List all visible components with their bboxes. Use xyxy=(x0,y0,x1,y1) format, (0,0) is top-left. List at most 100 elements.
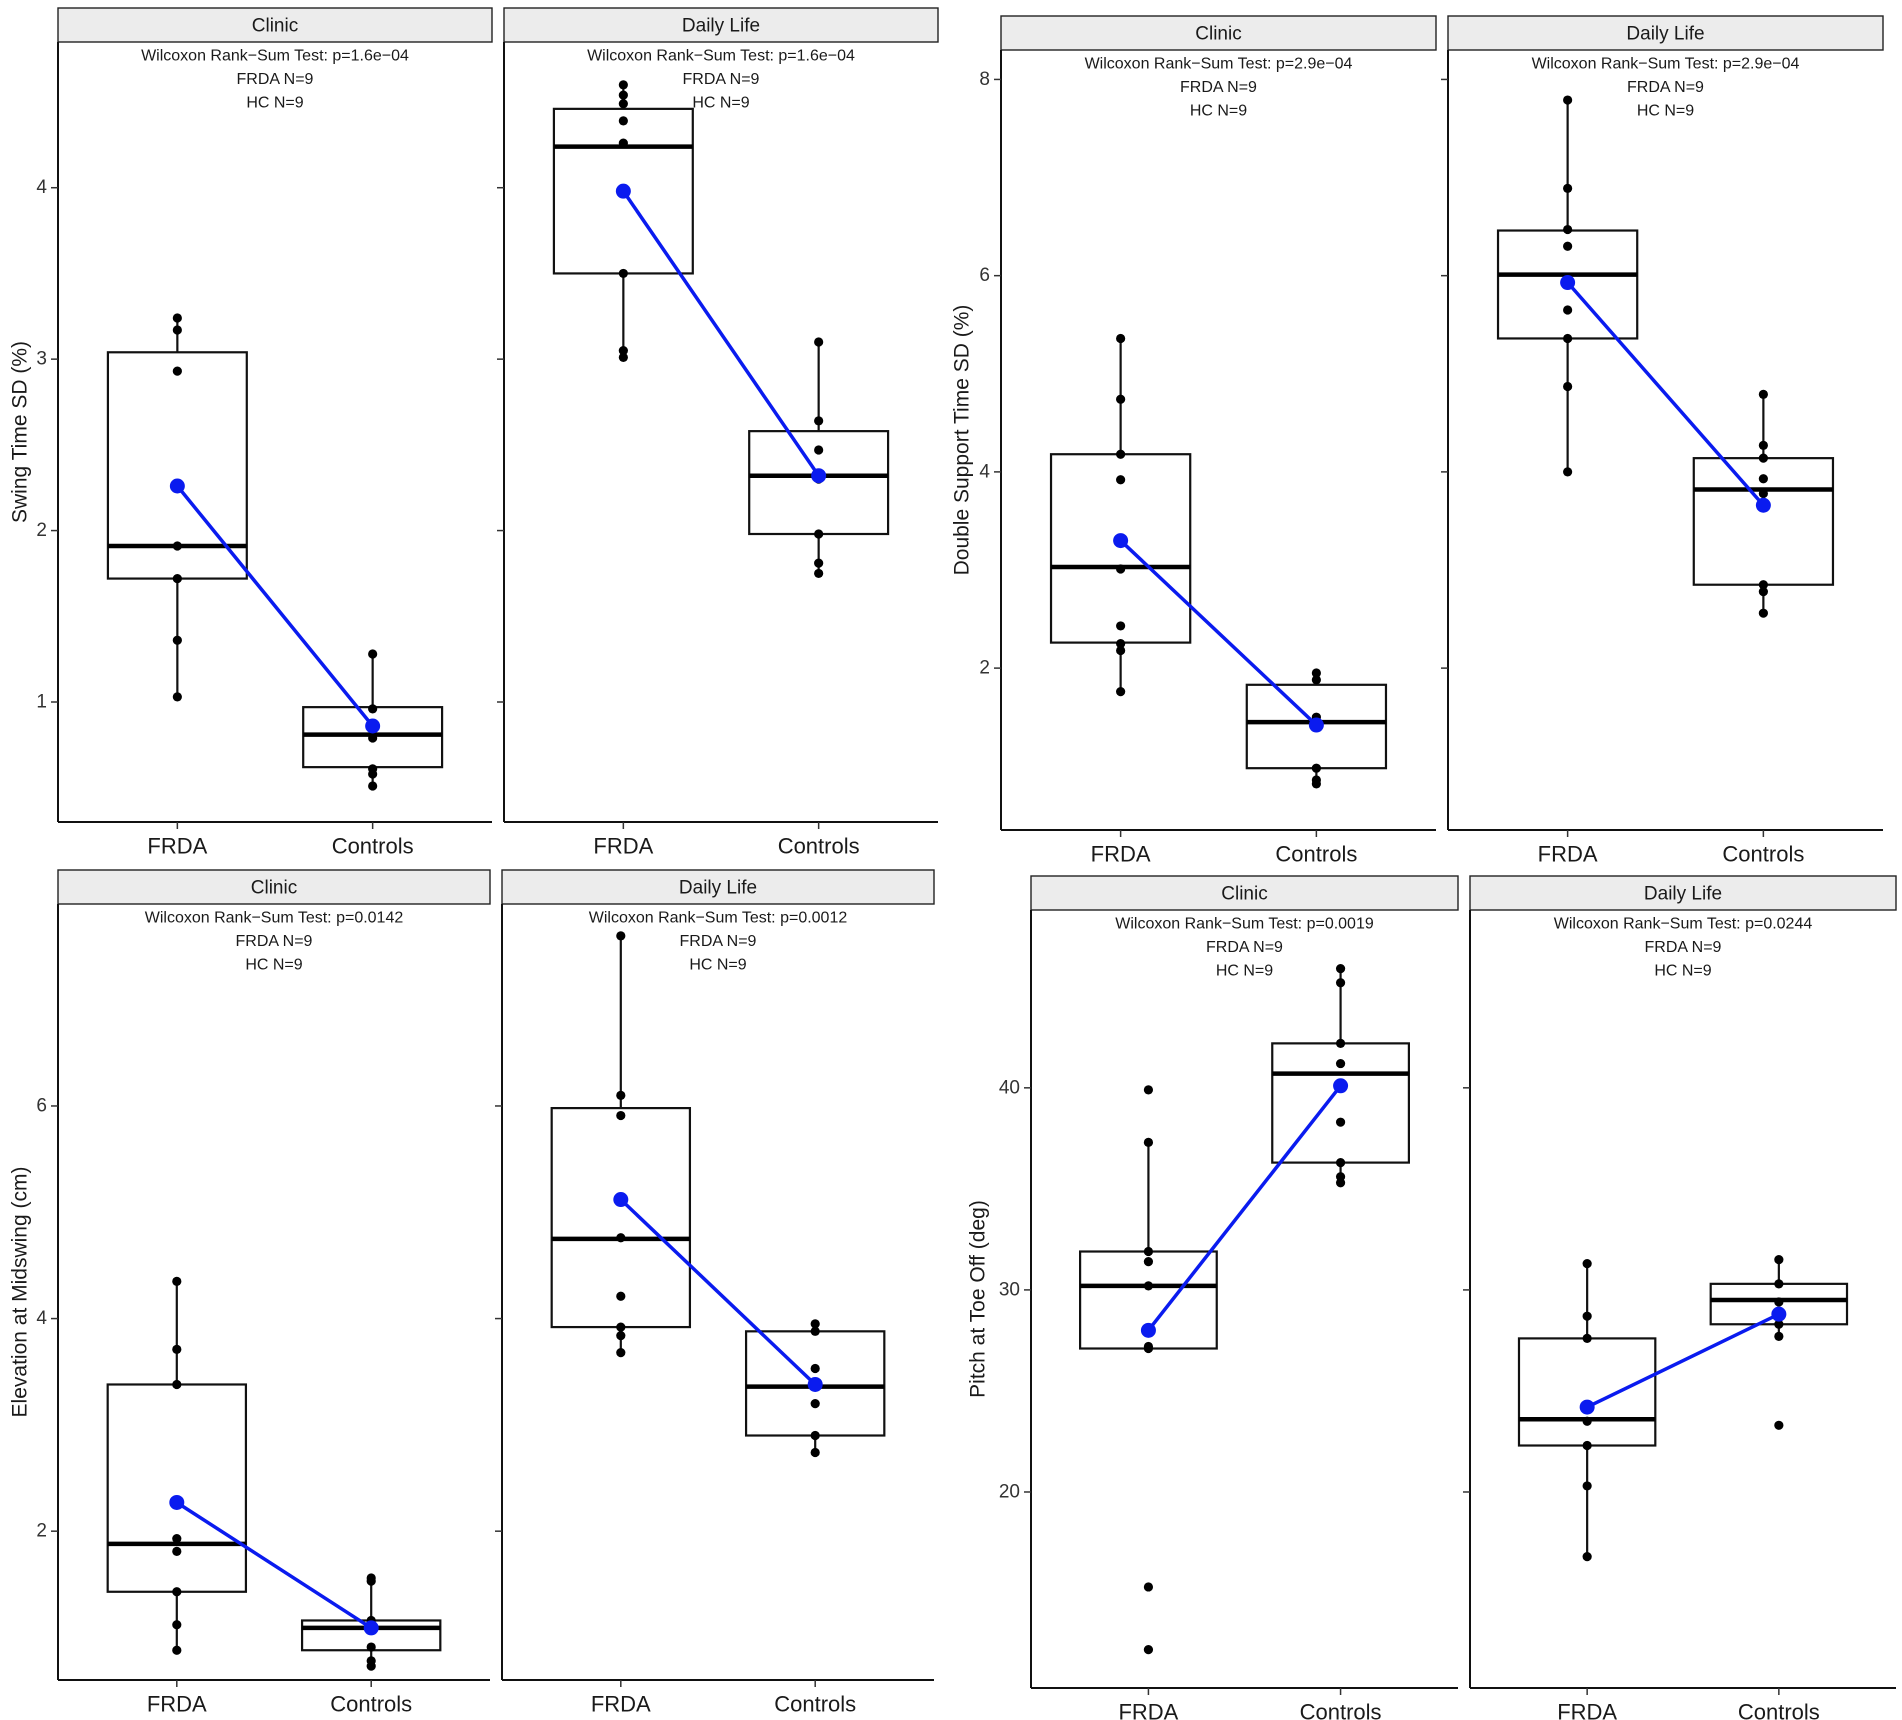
data-point xyxy=(1144,1247,1153,1256)
stat-annotation: HC N=9 xyxy=(1216,963,1273,980)
data-point xyxy=(1774,1332,1783,1341)
data-point xyxy=(1759,609,1768,618)
mean-point xyxy=(616,184,631,199)
data-point xyxy=(1144,1281,1153,1290)
stat-annotation: HC N=9 xyxy=(245,957,302,974)
data-point xyxy=(1583,1259,1592,1268)
y-tick-label: 6 xyxy=(979,265,990,286)
data-point xyxy=(1116,475,1125,484)
x-category-label: FRDA xyxy=(1538,842,1598,867)
y-tick-label: 2 xyxy=(36,520,47,541)
data-point xyxy=(1563,184,1572,193)
boxplot-frda xyxy=(1051,334,1190,696)
facet-title: Clinic xyxy=(251,878,297,899)
facet-daily-life: Daily Life FRDA Controls Wilcoxon Rank−Sum … xyxy=(1441,16,1883,867)
mean-point xyxy=(1560,275,1575,290)
data-point xyxy=(619,269,628,278)
figure-canvas: Swing Time SD (%)Clinic1234FRDA ControlsW… xyxy=(0,0,1902,1720)
data-point xyxy=(1759,441,1768,450)
iqr-box xyxy=(1519,1338,1655,1445)
facet-clinic: Clinic203040FRDA ControlsWilcoxon Rank−Su… xyxy=(999,876,1458,1720)
data-point xyxy=(814,337,823,346)
boxplot-frda xyxy=(554,80,693,362)
data-point xyxy=(173,574,182,583)
stat-annotation: FRDA N=9 xyxy=(680,933,757,950)
boxplot-controls xyxy=(1711,1255,1847,1430)
data-point xyxy=(619,116,628,125)
data-point xyxy=(173,636,182,645)
data-point xyxy=(1583,1481,1592,1490)
data-point xyxy=(173,367,182,376)
x-category-label: Controls xyxy=(1738,1700,1820,1720)
y-axis-label: Elevation at Midswing (cm) xyxy=(9,1167,32,1418)
data-point xyxy=(1116,450,1125,459)
data-point xyxy=(1116,621,1125,630)
facet-clinic: Clinic 1 2 3 4 FRDA Controls Wilcoxon Rank−Sum … xyxy=(36,8,492,859)
data-point xyxy=(619,353,628,362)
data-point xyxy=(1144,1085,1153,1094)
stat-annotation: Wilcoxon Rank−Sum Test: p=1.6e−04 xyxy=(587,48,855,65)
data-point xyxy=(1583,1441,1592,1450)
data-point xyxy=(1563,382,1572,391)
facet-daily-life: Daily Life FRDA Controls Wilcoxon Rank−Sum … xyxy=(497,8,938,859)
data-point xyxy=(1563,95,1572,104)
y-axis-label: Swing Time SD (%) xyxy=(9,341,32,523)
data-point xyxy=(1144,1344,1153,1353)
y-axis-label: Pitch at Toe Off (deg) xyxy=(967,1200,990,1398)
panel-swing-time: Swing Time SD (%) Clinic 1 2 3 4 FRDA Controls W… xyxy=(9,8,939,859)
facet-title: Clinic xyxy=(1195,24,1241,45)
data-point xyxy=(367,1662,376,1671)
data-point xyxy=(1336,1059,1345,1068)
x-category-label: FRDA xyxy=(147,834,207,859)
data-point xyxy=(1336,1039,1345,1048)
boxplot-frda xyxy=(108,1277,246,1655)
data-point xyxy=(616,931,625,940)
boxplot-controls xyxy=(1272,964,1409,1187)
stat-annotation: Wilcoxon Rank−Sum Test: p=2.9e−04 xyxy=(1085,56,1353,73)
stat-annotation: Wilcoxon Rank−Sum Test: p=0.0244 xyxy=(1554,916,1813,933)
mean-trend-line xyxy=(1568,283,1764,506)
mean-point xyxy=(364,1620,379,1635)
data-point xyxy=(1774,1297,1783,1306)
data-point xyxy=(368,733,377,742)
data-point xyxy=(1759,390,1768,399)
boxplot-frda xyxy=(108,313,247,701)
facet-title: Daily Life xyxy=(679,878,757,899)
data-point xyxy=(172,1345,181,1354)
data-point xyxy=(368,781,377,790)
data-point xyxy=(811,1431,820,1440)
data-point xyxy=(1144,1257,1153,1266)
mean-point xyxy=(365,719,380,734)
data-point xyxy=(1774,1279,1783,1288)
data-point xyxy=(1116,395,1125,404)
y-tick-label: 2 xyxy=(979,658,990,679)
data-point xyxy=(367,1577,376,1586)
stat-annotation: Wilcoxon Rank−Sum Test: p=1.6e−04 xyxy=(141,48,409,65)
data-point xyxy=(1759,489,1768,498)
data-point xyxy=(1563,467,1572,476)
y-tick-label: 2 xyxy=(36,1521,47,1542)
facet-title: Daily Life xyxy=(682,16,760,37)
facet-daily-life: Daily Life FRDA Controls Wilcoxon Rank−Sum … xyxy=(1463,876,1896,1720)
data-point xyxy=(1116,334,1125,343)
data-point xyxy=(172,1534,181,1543)
panel-pitch-toe-off: Pitch at Toe Off (deg) Clinic 20 30 40 FRDA Co… xyxy=(967,876,1897,1720)
mean-trend-line xyxy=(621,1200,815,1385)
x-category-label: FRDA xyxy=(1118,1700,1178,1720)
mean-point xyxy=(1756,498,1771,513)
stat-annotation: FRDA N=9 xyxy=(1627,79,1704,96)
y-tick-label: 6 xyxy=(36,1095,47,1116)
y-tick-label: 40 xyxy=(999,1077,1020,1098)
data-point xyxy=(1144,1645,1153,1654)
data-point xyxy=(1583,1312,1592,1321)
x-category-label: FRDA xyxy=(1557,1700,1617,1720)
stat-annotation: Wilcoxon Rank−Sum Test: p=0.0142 xyxy=(145,910,404,927)
data-point xyxy=(1583,1334,1592,1343)
mean-trend-line xyxy=(177,486,372,726)
data-point xyxy=(172,1620,181,1629)
data-point xyxy=(368,649,377,658)
data-point xyxy=(616,1322,625,1331)
mean-point xyxy=(613,1192,628,1207)
stat-annotation: FRDA N=9 xyxy=(1180,79,1257,96)
